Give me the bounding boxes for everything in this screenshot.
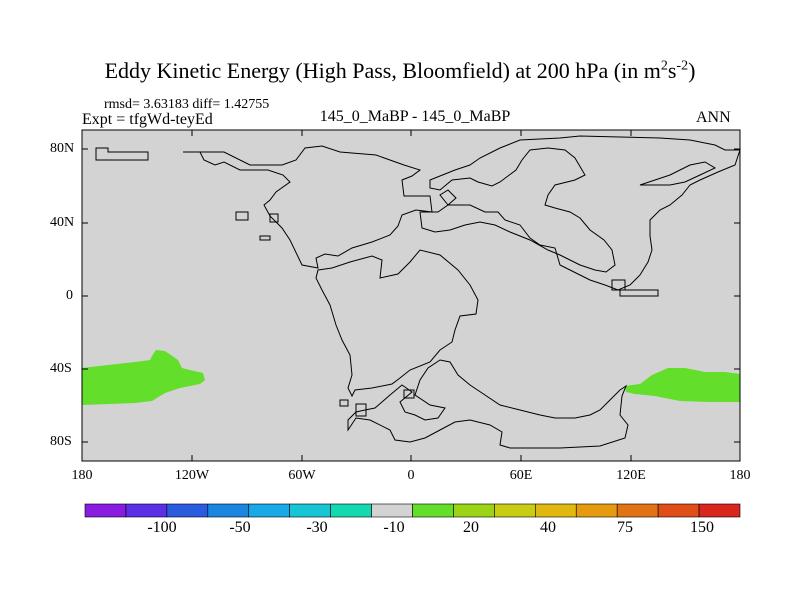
- x-tick-120w: 120W: [174, 468, 210, 483]
- y-tick-80s: 80S: [50, 434, 72, 449]
- colorbar-label-neg100: -100: [147, 519, 177, 536]
- colorbar-swatch: [166, 503, 209, 518]
- colorbar-label-neg10: -10: [383, 519, 405, 536]
- colorbar-label-40: 40: [540, 519, 556, 536]
- season-label: ANN: [696, 109, 731, 126]
- coastline-north-america: [183, 145, 433, 269]
- experiment-label: Expt = tfgWd-teyEd: [82, 111, 213, 128]
- x-tick-120e: 120E: [616, 468, 646, 483]
- colorbar-swatch: [125, 503, 168, 518]
- colorbar-swatch: [412, 503, 454, 518]
- coastline-small-island-3: [269, 213, 279, 223]
- colorbar-swatch: [84, 503, 127, 518]
- y-tick-0: 0: [66, 288, 73, 303]
- coastline-asia-north: [639, 161, 717, 186]
- colorbar: [84, 503, 741, 518]
- colorbar-label-75: 75: [617, 519, 633, 536]
- coastline-small-island-2: [259, 235, 271, 241]
- comparison-label: 145_0_MaBP - 145_0_MaBP: [319, 108, 511, 125]
- colorbar-swatch: [207, 503, 250, 518]
- x-tick-0: 0: [407, 468, 415, 483]
- colorbar-swatch: [616, 503, 659, 518]
- colorbar-swatch: [330, 503, 372, 518]
- colorbar-label-neg50: -50: [229, 519, 251, 536]
- coastline-arctic-island: [95, 147, 149, 161]
- x-tick-60w: 60W: [288, 468, 316, 483]
- colorbar-swatch: [657, 503, 700, 518]
- y-tick-40n: 40N: [50, 215, 75, 230]
- coastline-small-island-south-1: [339, 399, 349, 407]
- coastline-south-america: [315, 249, 479, 398]
- colorbar-swatch: [371, 503, 413, 518]
- coastline-island-east-2: [619, 289, 659, 297]
- anomaly-patch-west: [82, 350, 205, 405]
- rmsd-diff-stats: rmsd= 3.63183 diff= 1.42755: [104, 97, 270, 112]
- x-tick-180-west: 180: [71, 468, 93, 483]
- colorbar-swatch: [494, 503, 536, 518]
- tick-marks: [82, 130, 740, 461]
- coastlines: [95, 135, 741, 449]
- x-tick-180-east: 180: [729, 468, 751, 483]
- y-tick-80n: 80N: [50, 141, 75, 156]
- colorbar-swatch: [289, 503, 331, 518]
- coastline-eurasia: [419, 135, 741, 291]
- colorbar-swatch: [453, 503, 495, 518]
- coastline-small-island-south-2: [355, 403, 367, 417]
- coastline-small-island-1: [235, 211, 249, 221]
- colorbar-label-150: 150: [690, 519, 714, 536]
- colorbar-swatch: [575, 503, 618, 518]
- y-tick-40s: 40S: [50, 361, 72, 376]
- coastline-small-island-south-3: [403, 389, 415, 399]
- coastline-peninsula: [439, 189, 457, 206]
- colorbar-swatch: [698, 503, 741, 518]
- plot-title: Eddy Kinetic Energy (High Pass, Bloomfie…: [104, 58, 696, 83]
- x-tick-60e: 60E: [509, 468, 533, 483]
- colorbar-swatch: [535, 503, 577, 518]
- colorbar-label-20: 20: [463, 519, 479, 536]
- colorbar-swatch: [248, 503, 290, 518]
- coastline-antarctica: [347, 359, 629, 449]
- anomaly-patch-east: [625, 368, 740, 402]
- colorbar-label-neg30: -30: [306, 519, 328, 536]
